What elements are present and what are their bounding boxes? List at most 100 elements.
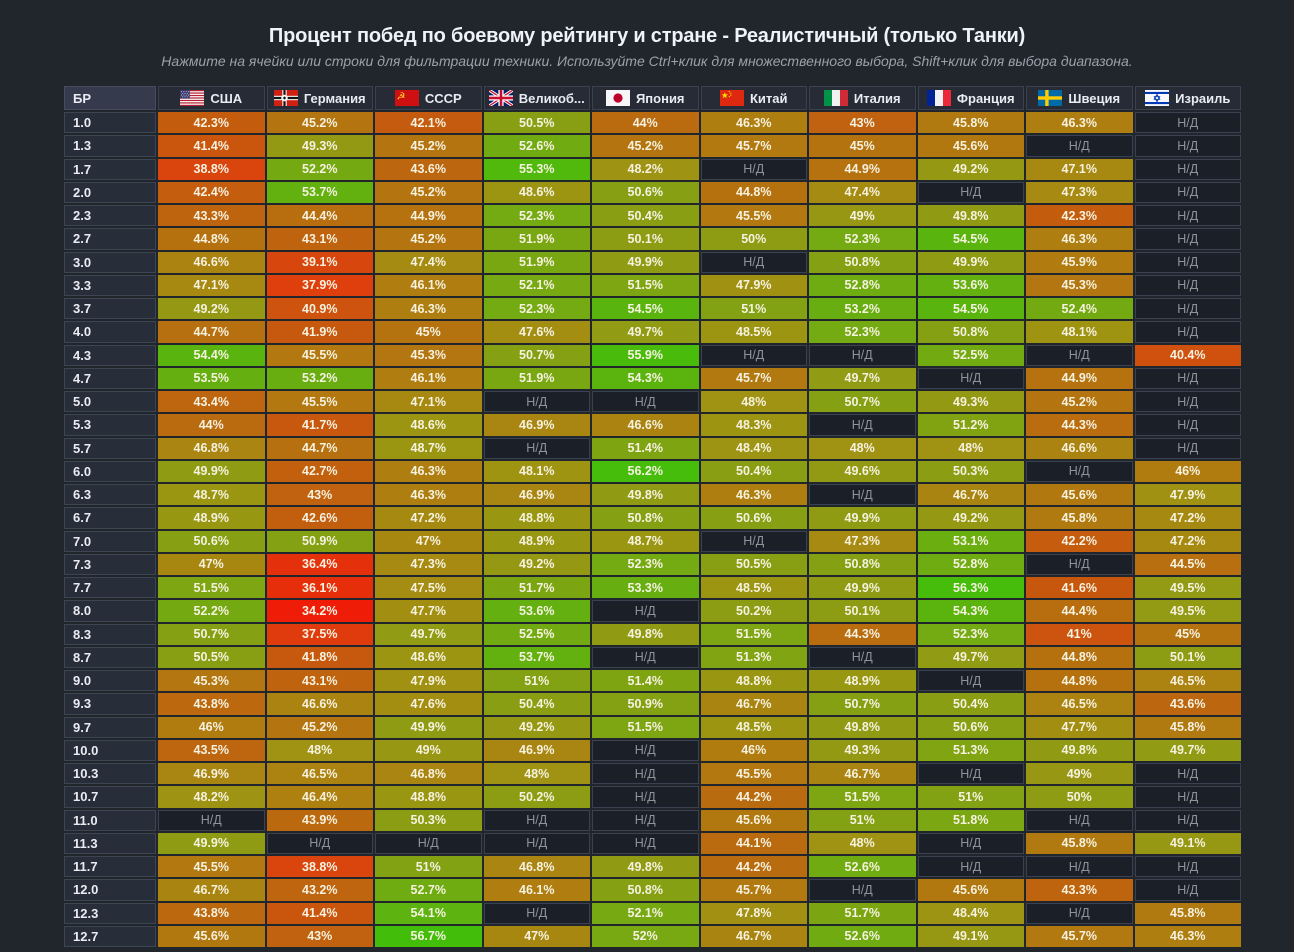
wr-cell-china-12.7[interactable]: 46.7% [700,925,807,947]
wr-cell-japan-3.3[interactable]: 51.5% [592,274,699,296]
br-cell-8.7[interactable]: 8.7 [64,646,156,668]
wr-cell-sweden-2.3[interactable]: 42.3% [1026,205,1133,227]
wr-cell-japan-10.7[interactable]: Н/Д [592,786,699,808]
wr-cell-france-1.7[interactable]: 49.2% [917,158,1024,180]
wr-cell-uk-11.3[interactable]: Н/Д [483,832,590,854]
wr-cell-italy-4.0[interactable]: 52.3% [809,321,916,343]
wr-cell-sweden-2.0[interactable]: 47.3% [1026,181,1133,203]
wr-cell-ussr-3.7[interactable]: 46.3% [375,298,482,320]
wr-cell-usa-3.0[interactable]: 46.6% [158,251,265,273]
wr-cell-japan-1.3[interactable]: 45.2% [592,135,699,157]
wr-cell-japan-9.0[interactable]: 51.4% [592,670,699,692]
wr-cell-israel-8.3[interactable]: 45% [1134,623,1241,645]
wr-cell-usa-9.7[interactable]: 46% [158,716,265,738]
wr-cell-japan-7.3[interactable]: 52.3% [592,553,699,575]
wr-cell-sweden-3.7[interactable]: 52.4% [1026,298,1133,320]
wr-cell-france-12.0[interactable]: 45.6% [917,879,1024,901]
wr-cell-sweden-4.3[interactable]: Н/Д [1026,344,1133,366]
wr-cell-sweden-9.3[interactable]: 46.5% [1026,693,1133,715]
br-cell-11.0[interactable]: 11.0 [64,809,156,831]
wr-cell-germany-9.3[interactable]: 46.6% [266,693,373,715]
wr-cell-israel-4.0[interactable]: Н/Д [1134,321,1241,343]
wr-cell-israel-9.0[interactable]: 46.5% [1134,670,1241,692]
wr-cell-usa-4.7[interactable]: 53.5% [158,367,265,389]
wr-cell-italy-2.3[interactable]: 49% [809,205,916,227]
wr-cell-italy-6.0[interactable]: 49.6% [809,460,916,482]
wr-cell-france-3.0[interactable]: 49.9% [917,251,1024,273]
wr-cell-israel-9.3[interactable]: 43.6% [1134,693,1241,715]
wr-cell-germany-4.7[interactable]: 53.2% [266,367,373,389]
wr-cell-uk-1.3[interactable]: 52.6% [483,135,590,157]
wr-cell-israel-1.0[interactable]: Н/Д [1134,112,1241,134]
wr-cell-israel-11.3[interactable]: 49.1% [1134,832,1241,854]
wr-cell-italy-12.3[interactable]: 51.7% [809,902,916,924]
wr-cell-ussr-7.3[interactable]: 47.3% [375,553,482,575]
column-header-japan[interactable]: Япония [592,86,699,110]
wr-cell-usa-6.3[interactable]: 48.7% [158,484,265,506]
wr-cell-germany-1.3[interactable]: 49.3% [266,135,373,157]
wr-cell-israel-12.7[interactable]: 46.3% [1134,925,1241,947]
wr-cell-uk-8.7[interactable]: 53.7% [483,646,590,668]
wr-cell-sweden-11.7[interactable]: Н/Д [1026,856,1133,878]
wr-cell-israel-3.7[interactable]: Н/Д [1134,298,1241,320]
wr-cell-israel-9.7[interactable]: 45.8% [1134,716,1241,738]
wr-cell-italy-6.3[interactable]: Н/Д [809,484,916,506]
wr-cell-ussr-4.7[interactable]: 46.1% [375,367,482,389]
wr-cell-ussr-9.0[interactable]: 47.9% [375,670,482,692]
wr-cell-ussr-8.7[interactable]: 48.6% [375,646,482,668]
wr-cell-sweden-1.7[interactable]: 47.1% [1026,158,1133,180]
wr-cell-france-1.3[interactable]: 45.6% [917,135,1024,157]
br-cell-3.7[interactable]: 3.7 [64,298,156,320]
wr-cell-italy-11.3[interactable]: 48% [809,832,916,854]
wr-cell-china-7.7[interactable]: 48.5% [700,577,807,599]
wr-cell-israel-5.7[interactable]: Н/Д [1134,437,1241,459]
wr-cell-italy-8.0[interactable]: 50.1% [809,600,916,622]
wr-cell-germany-8.7[interactable]: 41.8% [266,646,373,668]
wr-cell-japan-11.0[interactable]: Н/Д [592,809,699,831]
br-cell-4.0[interactable]: 4.0 [64,321,156,343]
wr-cell-uk-12.3[interactable]: Н/Д [483,902,590,924]
wr-cell-japan-5.3[interactable]: 46.6% [592,414,699,436]
wr-cell-uk-1.0[interactable]: 50.5% [483,112,590,134]
wr-cell-israel-11.7[interactable]: Н/Д [1134,856,1241,878]
wr-cell-usa-8.0[interactable]: 52.2% [158,600,265,622]
wr-cell-israel-10.0[interactable]: 49.7% [1134,739,1241,761]
wr-cell-germany-6.7[interactable]: 42.6% [266,507,373,529]
wr-cell-germany-7.7[interactable]: 36.1% [266,577,373,599]
wr-cell-france-4.3[interactable]: 52.5% [917,344,1024,366]
wr-cell-sweden-4.0[interactable]: 48.1% [1026,321,1133,343]
wr-cell-uk-12.7[interactable]: 47% [483,925,590,947]
wr-cell-japan-6.7[interactable]: 50.8% [592,507,699,529]
wr-cell-ussr-11.0[interactable]: 50.3% [375,809,482,831]
wr-cell-japan-6.3[interactable]: 49.8% [592,484,699,506]
wr-cell-israel-10.7[interactable]: Н/Д [1134,786,1241,808]
wr-cell-israel-2.3[interactable]: Н/Д [1134,205,1241,227]
wr-cell-italy-1.7[interactable]: 44.9% [809,158,916,180]
wr-cell-ussr-9.3[interactable]: 47.6% [375,693,482,715]
wr-cell-china-11.0[interactable]: 45.6% [700,809,807,831]
wr-cell-japan-12.3[interactable]: 52.1% [592,902,699,924]
br-cell-10.3[interactable]: 10.3 [64,763,156,785]
wr-cell-sweden-6.7[interactable]: 45.8% [1026,507,1133,529]
wr-cell-japan-7.0[interactable]: 48.7% [592,530,699,552]
wr-cell-usa-6.0[interactable]: 49.9% [158,460,265,482]
wr-cell-japan-3.0[interactable]: 49.9% [592,251,699,273]
wr-cell-usa-4.3[interactable]: 54.4% [158,344,265,366]
wr-cell-china-9.7[interactable]: 48.5% [700,716,807,738]
wr-cell-usa-5.3[interactable]: 44% [158,414,265,436]
wr-cell-ussr-11.3[interactable]: Н/Д [375,832,482,854]
wr-cell-uk-10.3[interactable]: 48% [483,763,590,785]
wr-cell-uk-7.0[interactable]: 48.9% [483,530,590,552]
wr-cell-israel-6.0[interactable]: 46% [1134,460,1241,482]
wr-cell-uk-7.3[interactable]: 49.2% [483,553,590,575]
wr-cell-ussr-3.3[interactable]: 46.1% [375,274,482,296]
wr-cell-usa-12.3[interactable]: 43.8% [158,902,265,924]
wr-cell-uk-4.7[interactable]: 51.9% [483,367,590,389]
wr-cell-france-11.3[interactable]: Н/Д [917,832,1024,854]
column-header-br[interactable]: БР [64,86,156,110]
wr-cell-usa-12.0[interactable]: 46.7% [158,879,265,901]
wr-cell-ussr-8.0[interactable]: 47.7% [375,600,482,622]
wr-cell-israel-4.3[interactable]: 40.4% [1134,344,1241,366]
br-cell-4.7[interactable]: 4.7 [64,367,156,389]
wr-cell-usa-2.0[interactable]: 42.4% [158,181,265,203]
